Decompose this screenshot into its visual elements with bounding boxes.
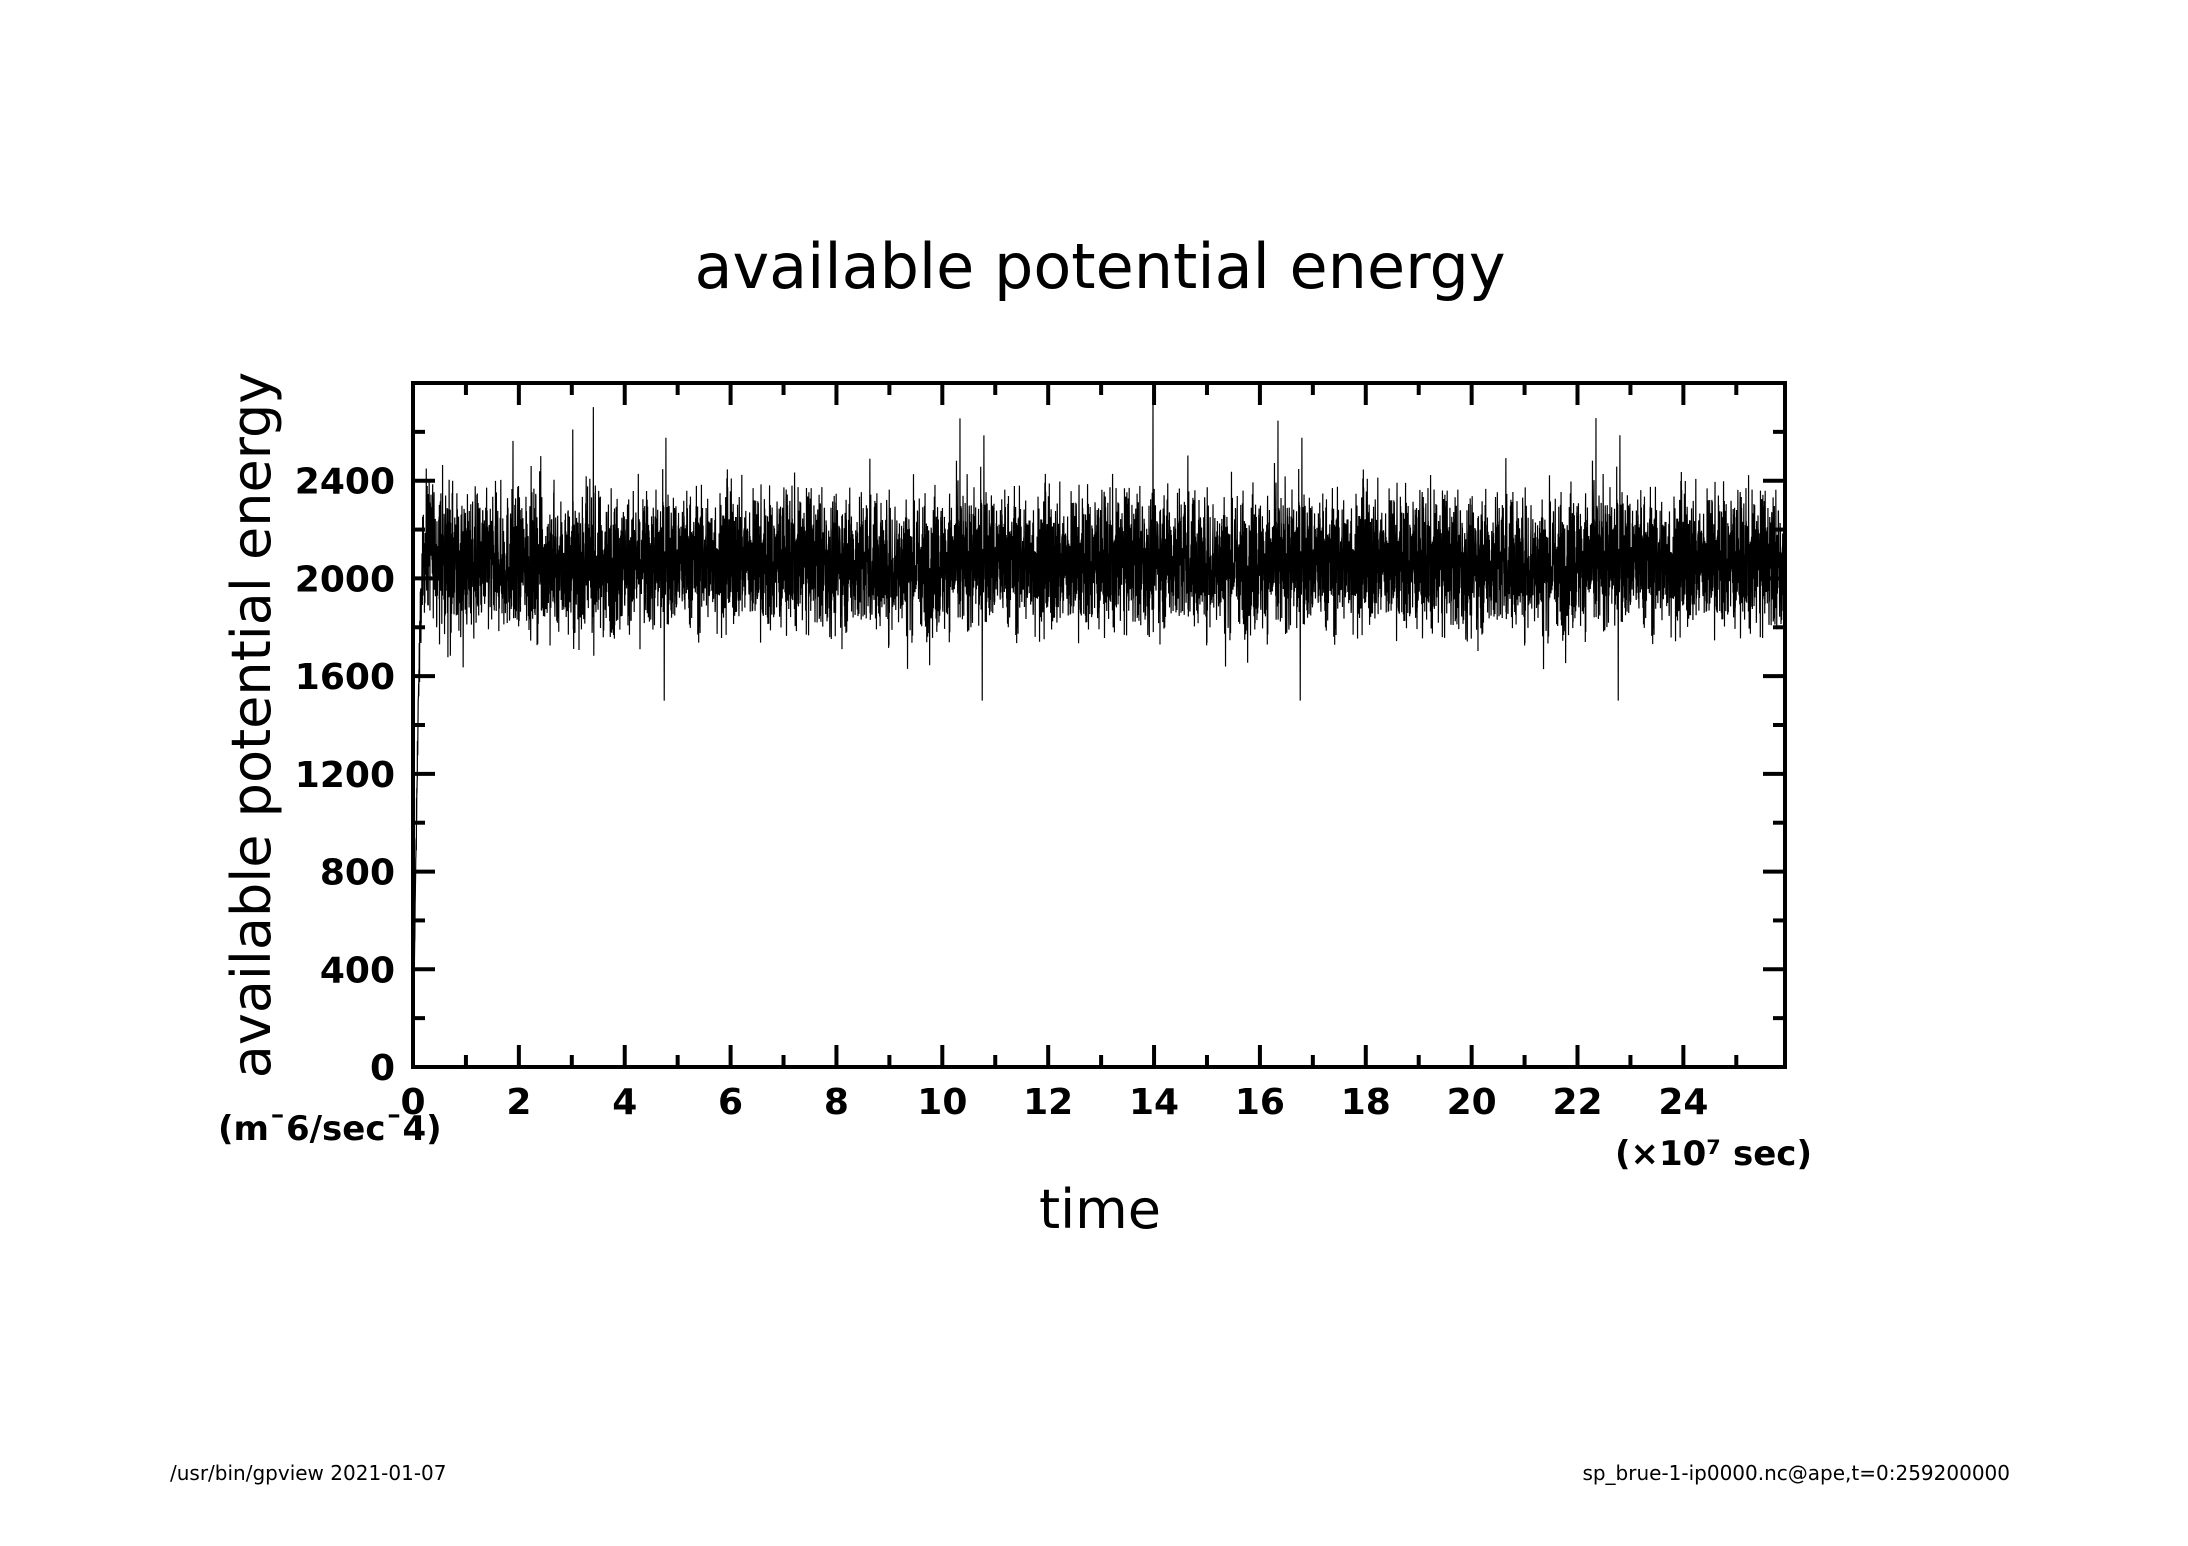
y-axis-unit: (m¯6/sec¯4) <box>218 1109 442 1149</box>
x-tick-label: 10 <box>917 1082 967 1123</box>
series-line-ape <box>413 392 1785 1067</box>
x-axis: 0 2 4 6 8 10 12 14 16 18 20 22 24 <box>400 383 1739 1123</box>
y-tick-label: 2000 <box>295 559 395 600</box>
y-tick-label: 2400 <box>295 462 395 503</box>
x-tick-label: 22 <box>1552 1082 1602 1123</box>
y-tick-label: 1200 <box>295 755 395 796</box>
y-tick-label: 1600 <box>295 657 395 698</box>
y-tick-label: 400 <box>320 950 395 991</box>
x-tick-label: 16 <box>1235 1082 1285 1123</box>
y-axis-title: available potential energy <box>220 372 283 1078</box>
x-tick-label: 20 <box>1447 1082 1497 1123</box>
footer-source: sp_brue-1-ip0000.nc@ape,t=0:259200000 <box>1582 1461 2010 1485</box>
x-tick-label: 12 <box>1023 1082 1073 1123</box>
x-axis-unit: (×10⁷ sec) <box>1615 1134 1812 1174</box>
x-tick-label: 8 <box>824 1082 849 1123</box>
chart-title: available potential energy <box>694 230 1505 303</box>
x-tick-label: 14 <box>1129 1082 1179 1123</box>
plot-area <box>411 381 1787 1069</box>
y-tick-label: 800 <box>320 853 395 894</box>
x-tick-label: 6 <box>718 1082 743 1123</box>
plot-frame <box>411 381 1787 1069</box>
x-tick-label: 24 <box>1658 1082 1708 1123</box>
x-axis-title: time <box>1039 1178 1161 1241</box>
x-tick-label: 0 <box>400 1082 425 1123</box>
y-tick-label: 0 <box>370 1048 395 1089</box>
x-tick-label: 2 <box>506 1082 531 1123</box>
footer-command: /usr/bin/gpview 2021-01-07 <box>170 1461 447 1485</box>
x-tick-label: 18 <box>1341 1082 1391 1123</box>
x-tick-label: 4 <box>612 1082 637 1123</box>
y-axis: 0 400 800 1200 1600 2000 2400 <box>295 381 1785 1089</box>
